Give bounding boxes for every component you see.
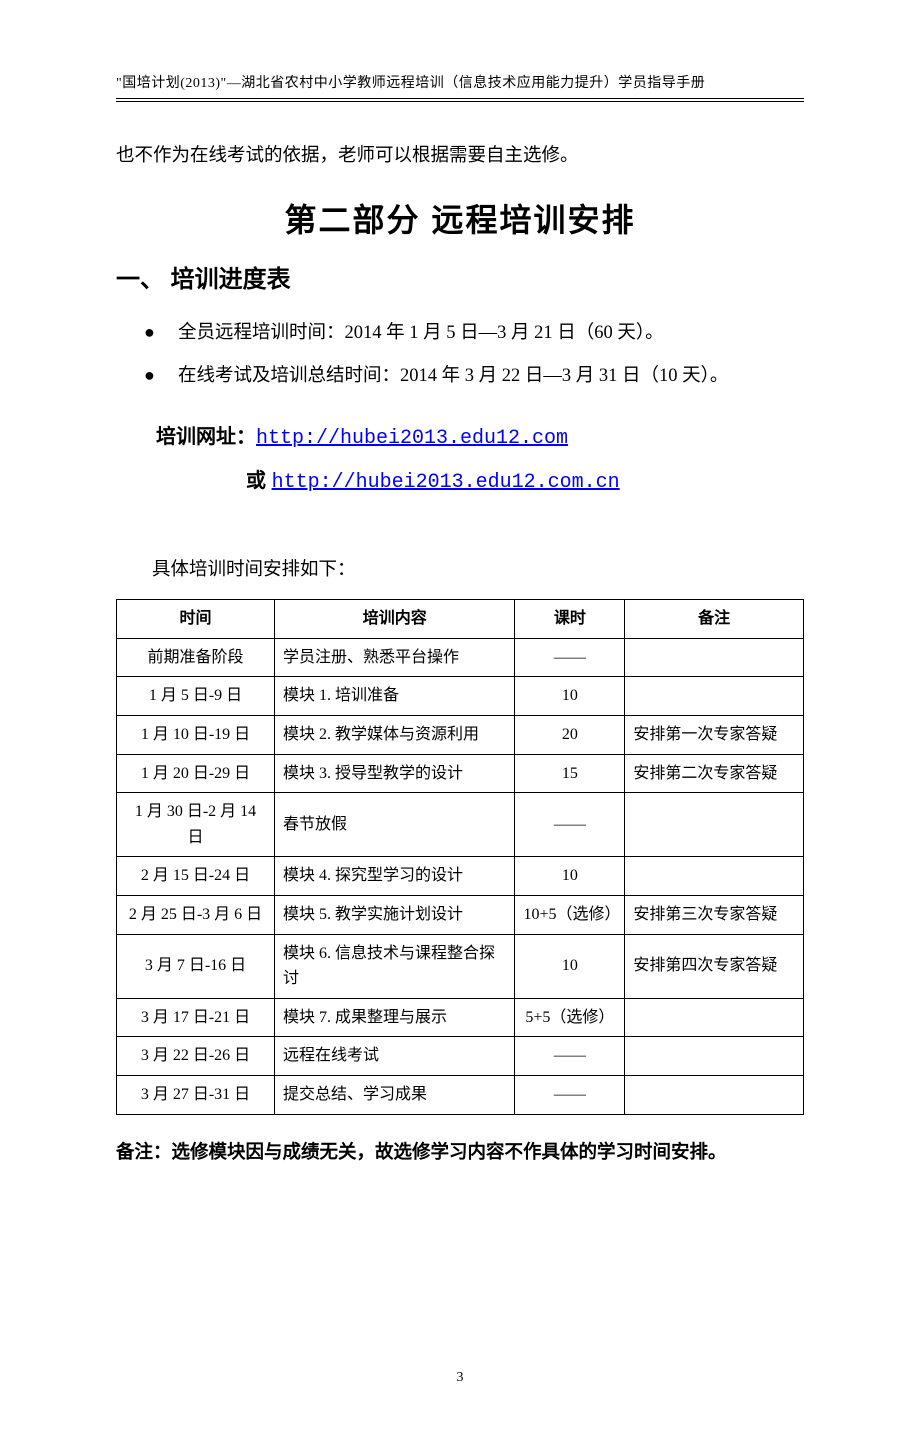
table-row: 3 月 22 日-26 日远程在线考试—— bbox=[117, 1037, 804, 1076]
section-title: 第二部分 远程培训安排 bbox=[116, 195, 804, 241]
bullet-item: 全员远程培训时间：2014 年 1 月 5 日—3 月 21 日（60 天）。 bbox=[144, 312, 804, 355]
table-row: 3 月 17 日-21 日模块 7. 成果整理与展示5+5（选修） bbox=[117, 998, 804, 1037]
cell-time: 1 月 20 日-29 日 bbox=[117, 754, 275, 793]
cell-hours: 10+5（选修） bbox=[515, 896, 625, 935]
cell-time: 1 月 5 日-9 日 bbox=[117, 677, 275, 716]
sub-title: 一、 培训进度表 bbox=[116, 259, 804, 294]
cell-note: 安排第二次专家答疑 bbox=[625, 754, 804, 793]
cell-note bbox=[625, 1076, 804, 1115]
th-content: 培训内容 bbox=[275, 600, 515, 639]
cell-time: 3 月 17 日-21 日 bbox=[117, 998, 275, 1037]
cell-note: 安排第四次专家答疑 bbox=[625, 934, 804, 998]
bullet-item: 在线考试及培训总结时间：2014 年 3 月 22 日—3 月 31 日（10 … bbox=[144, 355, 804, 398]
cell-time: 2 月 15 日-24 日 bbox=[117, 857, 275, 896]
schedule-table: 时间 培训内容 课时 备注 前期准备阶段学员注册、熟悉平台操作——1 月 5 日… bbox=[116, 599, 804, 1114]
cell-hours: —— bbox=[515, 638, 625, 677]
page-header: "国培计划(2013)"—湖北省农村中小学教师远程培训（信息技术应用能力提升）学… bbox=[116, 72, 804, 99]
cell-content: 学员注册、熟悉平台操作 bbox=[275, 638, 515, 677]
cell-time: 3 月 27 日-31 日 bbox=[117, 1076, 275, 1115]
cell-hours: 20 bbox=[515, 716, 625, 755]
cell-note bbox=[625, 998, 804, 1037]
cell-time: 前期准备阶段 bbox=[117, 638, 275, 677]
cell-note: 安排第一次专家答疑 bbox=[625, 716, 804, 755]
header-rule bbox=[116, 101, 804, 102]
table-row: 1 月 10 日-19 日模块 2. 教学媒体与资源利用20安排第一次专家答疑 bbox=[117, 716, 804, 755]
bullet-list: 全员远程培训时间：2014 年 1 月 5 日—3 月 21 日（60 天）。 … bbox=[144, 312, 804, 397]
training-url-line: 培训网址：http://hubei2013.edu12.com bbox=[156, 415, 804, 461]
cell-content: 模块 5. 教学实施计划设计 bbox=[275, 896, 515, 935]
cell-time: 3 月 22 日-26 日 bbox=[117, 1037, 275, 1076]
table-row: 3 月 27 日-31 日提交总结、学习成果—— bbox=[117, 1076, 804, 1115]
cell-content: 模块 3. 授导型教学的设计 bbox=[275, 754, 515, 793]
cell-note bbox=[625, 857, 804, 896]
lead-paragraph: 也不作为在线考试的依据，老师可以根据需要自主选修。 bbox=[116, 136, 804, 177]
cell-hours: 15 bbox=[515, 754, 625, 793]
footnote: 备注：选修模块因与成绩无关，故选修学习内容不作具体的学习时间安排。 bbox=[116, 1133, 804, 1170]
training-url-line-2: 或 http://hubei2013.edu12.com.cn bbox=[246, 461, 804, 503]
cell-hours: 5+5（选修） bbox=[515, 998, 625, 1037]
cell-note: 安排第三次专家答疑 bbox=[625, 896, 804, 935]
table-row: 1 月 30 日-2 月 14 日春节放假—— bbox=[117, 793, 804, 857]
table-header-row: 时间 培训内容 课时 备注 bbox=[117, 600, 804, 639]
cell-note bbox=[625, 1037, 804, 1076]
schedule-intro: 具体培训时间安排如下： bbox=[152, 555, 804, 581]
cell-note bbox=[625, 677, 804, 716]
cell-note bbox=[625, 793, 804, 857]
cell-content: 模块 7. 成果整理与展示 bbox=[275, 998, 515, 1037]
cell-note bbox=[625, 638, 804, 677]
cell-hours: —— bbox=[515, 1037, 625, 1076]
cell-hours: 10 bbox=[515, 677, 625, 716]
cell-time: 1 月 10 日-19 日 bbox=[117, 716, 275, 755]
page: "国培计划(2013)"—湖北省农村中小学教师远程培训（信息技术应用能力提升）学… bbox=[0, 0, 920, 1446]
url-label: 培训网址： bbox=[156, 426, 256, 448]
training-link-1[interactable]: http://hubei2013.edu12.com bbox=[256, 427, 568, 450]
th-time: 时间 bbox=[117, 600, 275, 639]
cell-content: 远程在线考试 bbox=[275, 1037, 515, 1076]
url-or: 或 bbox=[246, 470, 272, 492]
cell-time: 2 月 25 日-3 月 6 日 bbox=[117, 896, 275, 935]
cell-content: 提交总结、学习成果 bbox=[275, 1076, 515, 1115]
table-row: 前期准备阶段学员注册、熟悉平台操作—— bbox=[117, 638, 804, 677]
training-link-2[interactable]: http://hubei2013.edu12.com.cn bbox=[272, 471, 620, 494]
cell-hours: 10 bbox=[515, 857, 625, 896]
cell-content: 春节放假 bbox=[275, 793, 515, 857]
page-number: 3 bbox=[116, 1370, 804, 1386]
th-note: 备注 bbox=[625, 600, 804, 639]
table-row: 3 月 7 日-16 日模块 6. 信息技术与课程整合探讨10安排第四次专家答疑 bbox=[117, 934, 804, 998]
cell-time: 1 月 30 日-2 月 14 日 bbox=[117, 793, 275, 857]
th-hours: 课时 bbox=[515, 600, 625, 639]
table-row: 2 月 25 日-3 月 6 日模块 5. 教学实施计划设计10+5（选修）安排… bbox=[117, 896, 804, 935]
table-row: 1 月 5 日-9 日模块 1. 培训准备10 bbox=[117, 677, 804, 716]
cell-content: 模块 6. 信息技术与课程整合探讨 bbox=[275, 934, 515, 998]
table-row: 2 月 15 日-24 日模块 4. 探究型学习的设计10 bbox=[117, 857, 804, 896]
cell-hours: —— bbox=[515, 793, 625, 857]
cell-time: 3 月 7 日-16 日 bbox=[117, 934, 275, 998]
cell-content: 模块 4. 探究型学习的设计 bbox=[275, 857, 515, 896]
cell-hours: 10 bbox=[515, 934, 625, 998]
cell-content: 模块 1. 培训准备 bbox=[275, 677, 515, 716]
table-row: 1 月 20 日-29 日模块 3. 授导型教学的设计15安排第二次专家答疑 bbox=[117, 754, 804, 793]
cell-content: 模块 2. 教学媒体与资源利用 bbox=[275, 716, 515, 755]
cell-hours: —— bbox=[515, 1076, 625, 1115]
